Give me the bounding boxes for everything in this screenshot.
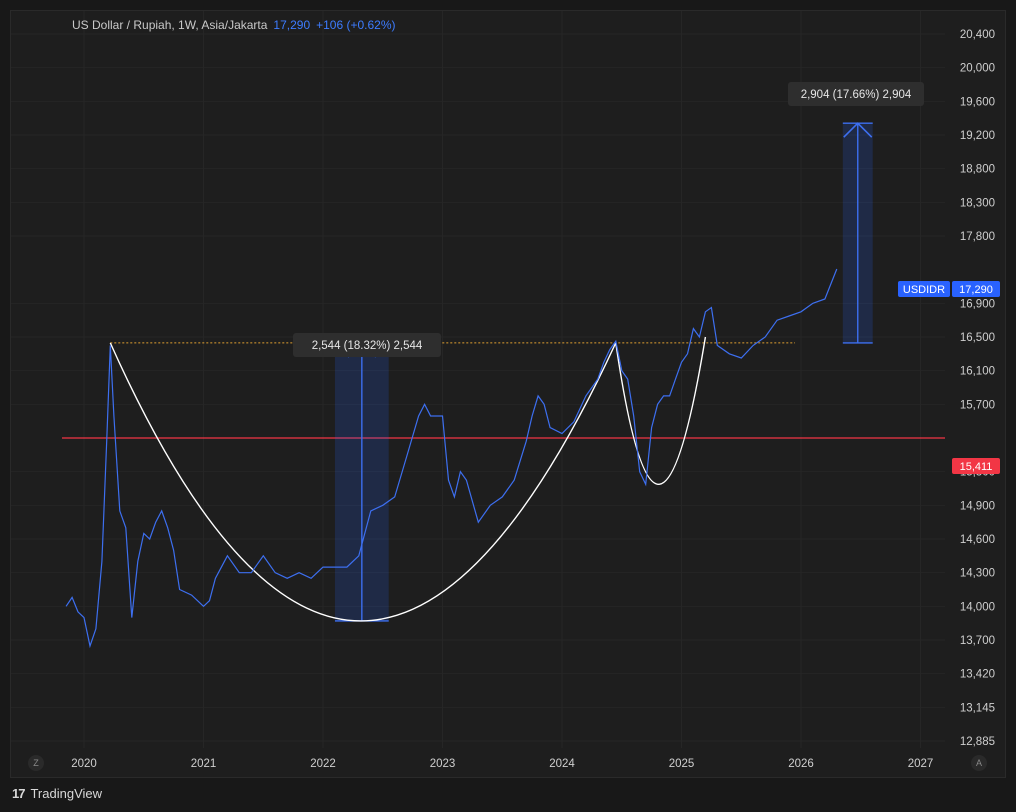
measure1-label: 2,544 (18.32%) 2,544 [293, 333, 441, 357]
time-axis[interactable]: 2020 2021 2022 2023 2024 2025 2026 2027 [71, 758, 933, 770]
measure2-label: 2,904 (17.66%) 2,904 [788, 82, 924, 106]
price-change: +106 (+0.62%) [316, 18, 396, 32]
time-tick-label: 2020 [71, 758, 97, 770]
symbol-tag-text: USDIDR [903, 284, 945, 296]
tradingview-logo-icon: 17 [12, 786, 26, 801]
brand-name: TradingView [30, 786, 103, 801]
measure2-arrow-head [843, 122, 873, 138]
brand-footer[interactable]: 17 TradingView [12, 786, 102, 801]
price-tick-label: 15,700 [960, 399, 995, 411]
last-price: 17,290 [273, 18, 311, 32]
time-tick-label: 2024 [549, 758, 575, 770]
level-price-text: 15,411 [960, 461, 993, 473]
measure1-label-text: 2,544 (18.32%) 2,544 [312, 340, 423, 352]
price-series-line[interactable] [65, 268, 838, 649]
price-tick-label: 16,900 [960, 298, 995, 310]
price-tick-label: 13,700 [960, 635, 995, 647]
cup-pattern-curve-large[interactable] [109, 342, 617, 622]
zoom-button[interactable]: Z [28, 755, 44, 771]
price-tick-label: 14,300 [960, 568, 995, 580]
measure2-label-text: 2,904 (17.66%) 2,904 [801, 89, 912, 101]
symbol-description: US Dollar / Rupiah, 1W, Asia/Jakarta [72, 18, 268, 32]
price-tick-label: 18,300 [960, 197, 995, 209]
cup-pattern-curve-small[interactable] [615, 336, 707, 485]
time-tick-label: 2025 [669, 758, 695, 770]
price-tick-label: 20,400 [960, 29, 995, 41]
price-tick-label: 14,900 [960, 500, 995, 512]
price-tick-label: 16,500 [960, 332, 995, 344]
price-tick-label: 18,800 [960, 164, 995, 176]
price-tick-label: 12,885 [960, 736, 995, 748]
price-tick-label: 17,800 [960, 231, 995, 243]
auto-scale-button-label: A [975, 758, 982, 768]
price-tick-label: 14,600 [960, 534, 995, 546]
symbol-price-tag: USDIDR 17,290 [898, 281, 1000, 297]
price-tick-label: 13,420 [960, 669, 995, 681]
grid-lines [11, 11, 945, 748]
time-tick-label: 2027 [908, 758, 934, 770]
price-tick-label: 13,145 [960, 702, 995, 714]
price-tick-label: 20,000 [960, 63, 995, 75]
time-tick-label: 2022 [310, 758, 336, 770]
time-tick-label: 2026 [788, 758, 814, 770]
chart-pane[interactable] [10, 10, 1006, 778]
price-axis[interactable]: 20,400 20,000 19,600 19,200 18,800 18,300 17,8… [960, 29, 995, 748]
symbol-price-text: 17,290 [959, 284, 993, 296]
measure-tools[interactable] [334, 122, 873, 622]
auto-scale-button[interactable]: A [971, 755, 987, 771]
price-tick-label: 14,000 [960, 601, 995, 613]
time-tick-label: 2021 [191, 758, 217, 770]
price-tick-label: 19,600 [960, 96, 995, 108]
price-tick-label: 16,100 [960, 366, 995, 378]
legend-header: US Dollar / Rupiah, 1W, Asia/Jakarta 17,2… [72, 18, 396, 32]
level-price-tag: 15,411 [952, 458, 1000, 474]
zoom-button-label: Z [33, 758, 39, 768]
price-tick-label: 19,200 [960, 130, 995, 142]
time-tick-label: 2023 [430, 758, 456, 770]
